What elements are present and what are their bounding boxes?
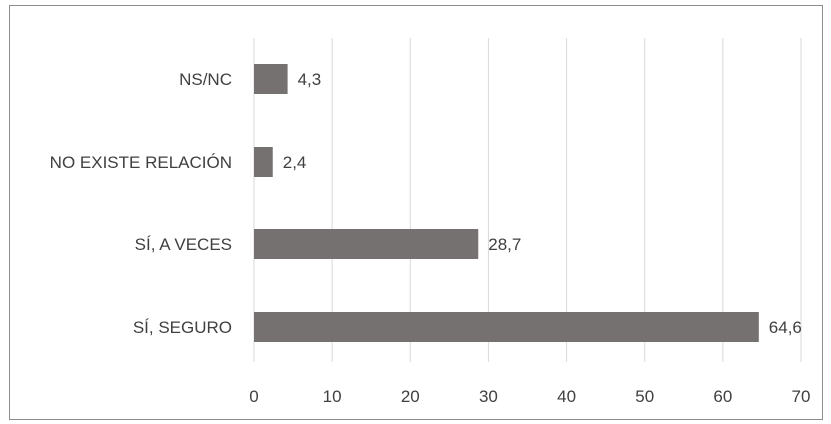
chart-frame [9,5,823,420]
x-tick-label: 30 [479,387,498,406]
bar [254,312,759,342]
x-tick-label: 60 [713,387,732,406]
data-label: 4,3 [298,70,322,89]
x-tick-label: 50 [635,387,654,406]
x-tick-label: 20 [401,387,420,406]
x-tick-labels: 0 10 20 30 40 50 60 70 [249,387,810,406]
category-label: NS/NC [179,70,232,89]
data-label: 28,7 [488,235,521,254]
bar [254,147,273,177]
x-tick-label: 70 [792,387,811,406]
data-labels: 4,3 2,4 28,7 64,6 [283,70,802,337]
x-tick-label: 10 [323,387,342,406]
category-label: SÍ, A VECES [135,235,232,254]
category-label: NO EXISTE RELACIÓN [50,153,232,172]
bar [254,229,479,259]
bar [254,64,288,94]
data-label: 64,6 [769,318,802,337]
x-tick-label: 40 [557,387,576,406]
bars [254,64,759,342]
category-label: SÍ, SEGURO [133,318,232,337]
data-label: 2,4 [283,153,307,172]
category-labels: NS/NC NO EXISTE RELACIÓN SÍ, A VECES SÍ, SE… [50,70,232,337]
x-tick-label: 0 [249,387,258,406]
